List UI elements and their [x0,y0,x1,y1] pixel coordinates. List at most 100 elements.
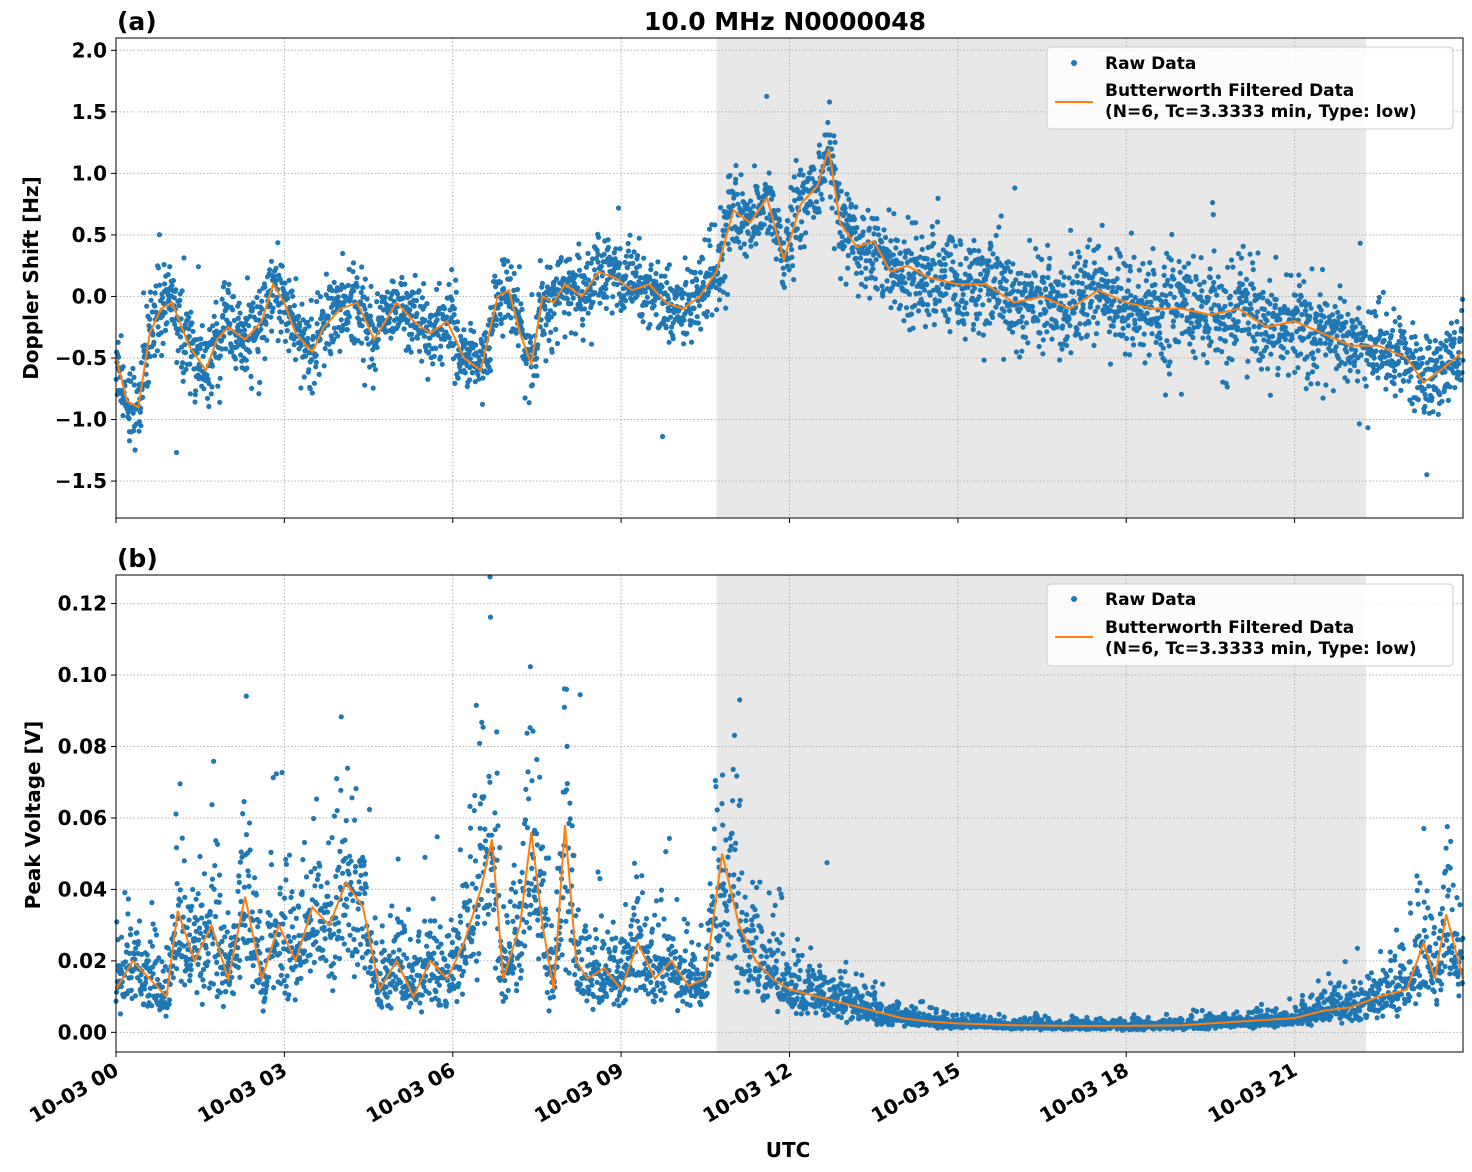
raw-data-point [204,963,210,969]
raw-data-point [257,379,263,386]
raw-data-point [127,932,134,938]
raw-data-point [1080,305,1086,312]
raw-data-point [1269,333,1276,339]
raw-data-point [815,187,821,193]
raw-data-point [903,305,910,311]
raw-data-point [345,947,351,953]
raw-data-point [383,984,389,990]
raw-data-point [1185,288,1191,295]
raw-data-point [241,799,247,805]
raw-data-point [655,259,661,265]
raw-data-point [259,935,265,941]
raw-data-point [464,383,470,390]
raw-data-point [1329,312,1336,318]
raw-data-point [177,887,183,893]
raw-data-point [311,380,317,386]
raw-data-point [1127,352,1133,358]
raw-data-point [1392,393,1398,399]
raw-data-point [131,382,137,388]
raw-data-point [1066,316,1072,322]
raw-data-point [1254,331,1260,337]
raw-data-point [841,243,848,249]
raw-data-point [1437,392,1443,398]
raw-data-point [235,945,241,951]
raw-data-point [974,260,980,266]
raw-data-point [751,203,757,209]
raw-data-point [273,265,279,271]
raw-data-point [209,802,215,808]
raw-data-point [523,360,529,367]
raw-data-point [1053,319,1059,325]
raw-data-point [147,985,153,991]
raw-data-point [489,832,495,838]
raw-data-point [454,946,460,952]
raw-data-point [894,237,901,244]
raw-data-point [809,176,815,182]
raw-data-point [422,317,428,323]
raw-data-point [663,325,669,331]
raw-data-point [1051,302,1057,308]
raw-data-point [267,267,273,273]
raw-data-point [770,192,776,198]
raw-data-point [255,938,261,944]
raw-data-point [1224,384,1230,390]
raw-data-point [467,898,473,904]
raw-data-point [925,271,931,277]
raw-data-point [1333,344,1339,350]
raw-data-point [137,409,143,415]
raw-data-point [316,371,322,377]
raw-data-point [941,255,947,261]
raw-data-point [1437,354,1444,360]
raw-data-point [204,395,211,401]
raw-data-point [494,770,500,776]
raw-data-point [1207,275,1213,281]
raw-data-point [221,924,227,930]
raw-data-point [297,957,303,964]
raw-data-point [514,286,521,293]
y-axis-label-b: Peak Voltage [V] [21,721,45,910]
raw-data-point [182,322,188,328]
raw-data-point [1422,403,1428,409]
raw-data-point [290,967,296,973]
raw-data-point [333,873,339,880]
raw-data-point [844,191,850,197]
raw-data-point [735,201,741,207]
raw-data-point [1136,325,1142,331]
raw-data-point [976,294,982,300]
raw-data-point [185,947,191,953]
raw-data-point [189,903,195,909]
raw-data-point [258,326,264,332]
raw-data-point [580,337,586,343]
raw-data-point [1030,309,1036,315]
raw-data-point [246,883,252,890]
raw-data-point [822,178,828,184]
raw-data-point [318,906,325,912]
raw-data-point [952,292,958,298]
raw-data-point [718,205,724,211]
raw-data-point [474,921,480,927]
raw-data-point [1340,333,1346,339]
raw-data-point [1376,294,1382,301]
raw-data-point [324,880,330,886]
raw-data-point [624,265,631,271]
raw-data-point [813,199,820,205]
raw-data-point [1164,250,1170,256]
raw-data-point [1165,277,1171,283]
raw-data-point [1342,361,1348,367]
raw-data-point [1319,266,1326,273]
raw-data-point [236,873,242,879]
raw-data-point [311,815,317,822]
raw-data-point [657,288,663,294]
raw-data-point [892,299,898,305]
raw-data-point [246,873,252,879]
raw-data-point [671,309,677,316]
raw-data-point [347,853,353,859]
raw-data-point [948,251,954,257]
raw-data-point [1258,366,1265,372]
raw-data-point [1334,325,1340,331]
raw-data-point [317,863,323,869]
raw-data-point [720,278,726,284]
raw-data-point [250,305,256,311]
raw-data-point [569,290,575,296]
raw-data-point [417,1000,423,1006]
